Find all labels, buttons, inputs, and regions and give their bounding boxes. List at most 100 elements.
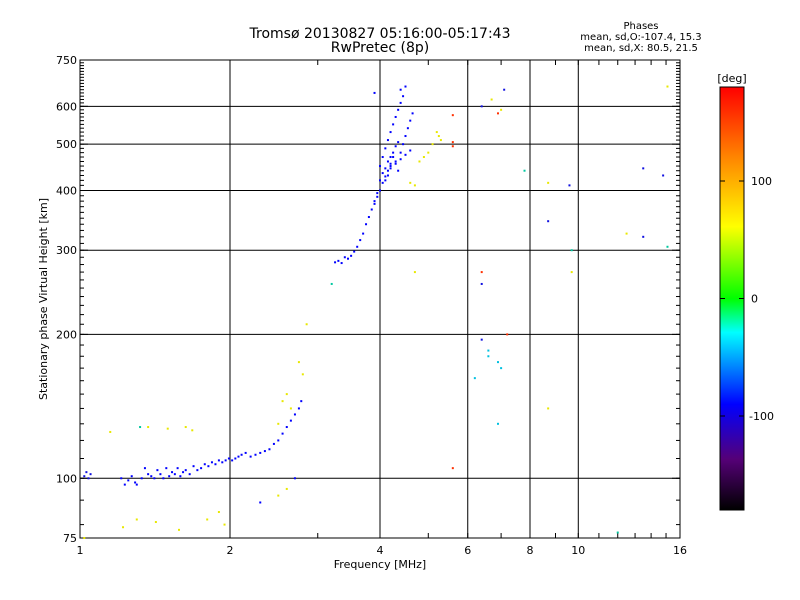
phases-x-stats: mean, sd,X: 80.5, 21.5 [584,43,698,54]
data-point [642,235,645,238]
data-point [506,333,509,336]
x-tick-label: 10 [571,544,585,557]
data-point [384,167,387,170]
data-point [259,451,262,454]
data-point [570,271,573,274]
data-point [394,160,397,163]
data-point [162,477,165,480]
data-point [394,115,397,118]
x-tick-label: 8 [527,544,534,557]
data-point [263,450,266,453]
data-point [240,453,243,456]
data-point [362,232,365,235]
data-point [289,419,292,422]
data-point [297,361,300,364]
data-point [268,448,271,451]
data-point [224,459,227,462]
data-point [173,473,176,476]
y-tick-label: 400 [56,184,77,197]
data-point [210,461,213,464]
data-point [418,160,421,163]
data-point [409,149,412,152]
data-points [83,85,669,539]
data-point [451,114,454,117]
data-point [343,256,346,259]
data-point [500,108,503,111]
data-point [289,407,292,410]
data-point [234,457,237,460]
data-point [350,254,353,257]
data-point [217,459,220,462]
data-point [399,88,402,91]
data-point [254,453,257,456]
data-point [83,475,86,478]
data-point [389,162,392,165]
data-point [413,271,416,274]
data-point [237,455,240,458]
data-point [547,181,550,184]
data-point [281,432,284,435]
data-point [376,195,379,198]
data-point [203,463,206,466]
data-point [397,141,400,144]
y-tick-label: 100 [56,472,77,485]
colorbar-ticks: 100 0 -100 [720,175,774,423]
data-point [135,483,138,486]
data-point [402,95,405,98]
data-point [140,477,143,480]
data-point [143,467,146,470]
data-point [85,471,88,474]
data-point [184,469,187,472]
data-point [139,426,142,429]
data-point [642,167,645,170]
data-point [340,262,343,265]
data-point [392,156,395,159]
data-point [386,139,389,142]
x-tick-label: 6 [464,544,471,557]
data-point [293,413,296,416]
data-point [404,153,407,156]
data-point [244,451,247,454]
x-tick-label: 1 [77,544,84,557]
data-point [662,174,665,177]
phases-o-stats: mean, sd,O:-107.4, 15.3 [580,32,702,43]
data-point [272,442,275,445]
data-point [297,407,300,410]
y-tick-label: 200 [56,328,77,341]
data-point [192,465,195,468]
data-point [177,528,180,531]
axis-ticks: 1 2 4 6 8 10 16 75 100 200 300 400 500 600 750 [56,54,687,557]
data-point [120,477,123,480]
data-point [227,457,230,460]
data-point [490,98,493,101]
data-point [300,400,303,403]
data-point [285,393,288,396]
data-point [281,400,284,403]
data-point [389,131,392,134]
data-point [373,200,376,203]
data-point [83,537,86,539]
data-point [285,487,288,490]
data-point [397,108,400,111]
data-point [435,131,438,134]
data-point [404,85,407,88]
x-tick-label: 2 [227,544,234,557]
data-point [330,282,333,285]
data-point [166,427,169,430]
data-point [373,202,376,205]
data-point [399,101,402,104]
chart-subtitle: RwPretec (8p) [330,40,430,56]
data-point [184,426,187,429]
data-point [451,145,454,148]
data-point [346,257,349,260]
data-point [480,271,483,274]
data-point [411,112,414,115]
data-point [376,192,379,195]
data-point [625,232,628,235]
data-point [570,249,573,252]
data-point [389,167,392,170]
data-point [392,123,395,126]
data-point [301,373,304,376]
data-point [206,518,209,521]
data-point [221,461,224,464]
